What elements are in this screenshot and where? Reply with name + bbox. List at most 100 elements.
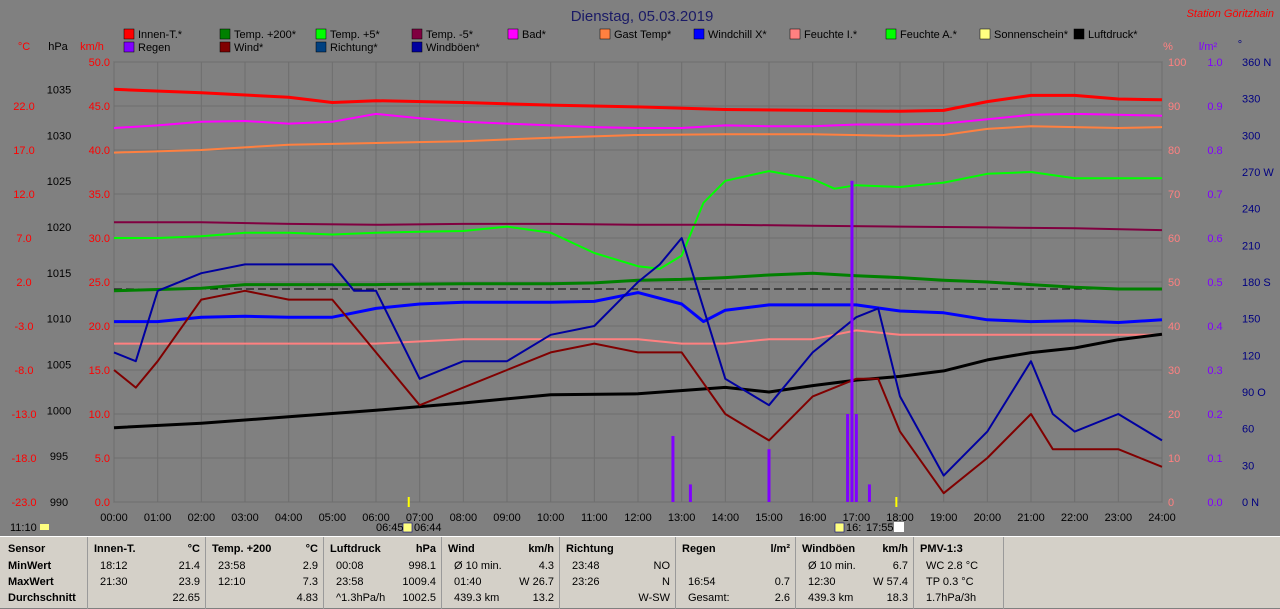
- tick-time: 06:00: [362, 512, 390, 524]
- tick-pct: 60: [1168, 233, 1180, 245]
- tick-kmh: 25.0: [89, 277, 110, 289]
- stats-cell-label: 23:26: [572, 576, 600, 588]
- stats-cell-value: 6.7: [892, 560, 908, 572]
- legend-label: Windchill X*: [708, 29, 767, 41]
- stats-col-unit: °C: [187, 543, 200, 555]
- tick-time: 11:00: [581, 512, 608, 524]
- stats-col-title: Regen: [682, 543, 716, 555]
- tick-time: 21:00: [1017, 512, 1045, 524]
- tick-dir: 120: [1242, 350, 1260, 362]
- tick-temp: -3.0: [15, 321, 34, 333]
- tick-temp: 17.0: [13, 145, 34, 157]
- tick-kmh: 10.0: [89, 409, 110, 421]
- tick-dir: 360 N: [1242, 57, 1271, 69]
- tick-time: 24:00: [1148, 512, 1176, 524]
- stats-cell-label: 21:30: [100, 576, 128, 588]
- legend-swatch: [1073, 28, 1085, 40]
- tick-rain: 0.1: [1207, 453, 1222, 465]
- tick-time: 19:00: [930, 512, 958, 524]
- stats-cell-value: 7.3: [302, 576, 318, 588]
- tick-hpa: 1035: [47, 85, 71, 97]
- tick-time: 18:00: [886, 512, 914, 524]
- legend-label: Temp. +200*: [234, 29, 297, 41]
- legend-label: Temp. +5*: [330, 29, 381, 41]
- stats-col-unit: l/m²: [770, 543, 790, 555]
- stats-cell-label: 00:08: [336, 560, 364, 572]
- stats-cell-value: 998.1: [408, 560, 436, 572]
- stats-column: Innen-T. °C 18:12 21.4 21:30 23.9 22.65: [88, 537, 206, 609]
- tick-time: 17:00: [843, 512, 871, 524]
- stats-col-unit: hPa: [415, 543, 436, 555]
- tick-pct: 80: [1168, 145, 1180, 157]
- stats-column: Richtung 23:48 NO 23:26 N W-SW: [560, 537, 676, 609]
- legend-label: Bad*: [522, 29, 547, 41]
- legend-swatch: [693, 28, 705, 40]
- series-wind: [113, 289, 1163, 495]
- tick-rain: 1.0: [1207, 57, 1222, 69]
- stats-column: Regen l/m² 16:54 0.7 Gesamt: 2.6: [676, 537, 796, 609]
- legend-swatch: [885, 28, 897, 40]
- legend-label: Wind*: [234, 42, 264, 54]
- tick-dir: 330: [1242, 94, 1260, 106]
- tick-hpa: 1020: [47, 222, 71, 234]
- stats-cell-value: 18.3: [886, 592, 908, 604]
- tick-time: 00:00: [100, 512, 128, 524]
- stats-cell-value: NO: [653, 560, 671, 572]
- stats-cell-label: Ø 10 min.: [808, 560, 856, 572]
- tick-time: 12:00: [624, 512, 652, 524]
- stats-col-title: Temp. +200: [212, 543, 272, 555]
- stats-row-label: Durchschnitt: [8, 592, 76, 604]
- tick-time: 16:00: [799, 512, 827, 524]
- legend-label: Feuchte I.*: [804, 29, 858, 41]
- legend-swatch: [789, 28, 801, 40]
- legend-swatch: [315, 28, 327, 40]
- stats-cell-value: N: [662, 576, 670, 588]
- axis-unit-rain: l/m²: [1199, 41, 1218, 53]
- tick-temp: -23.0: [11, 497, 36, 509]
- tick-hpa: 995: [50, 451, 68, 463]
- stats-cell-label: 01:40: [454, 576, 482, 588]
- tick-time: 02:00: [188, 512, 216, 524]
- stats-cell-label: Ø 10 min.: [454, 560, 502, 572]
- tick-pct: 50: [1168, 277, 1180, 289]
- stats-col-title: PMV-1:3: [920, 543, 963, 555]
- tick-dir: 30: [1242, 460, 1254, 472]
- tick-time: 10:00: [537, 512, 565, 524]
- tick-dir: 90 O: [1242, 387, 1266, 399]
- stats-col-unit: km/h: [528, 543, 554, 555]
- tick-kmh: 35.0: [89, 189, 110, 201]
- stats-cell-label: 439.3 km: [808, 592, 854, 604]
- legend-label: Feuchte A.*: [900, 29, 958, 41]
- tick-pct: 30: [1168, 365, 1180, 377]
- stats-cell-label: 18:12: [100, 560, 128, 572]
- weather-chart: Dienstag, 05.03.2019 Station Göritzhain …: [10, 8, 1274, 534]
- stats-cell-label: 12:30: [808, 576, 836, 588]
- tick-pct: 90: [1168, 101, 1180, 113]
- sunrise-time: 06:45: [376, 522, 404, 534]
- rain-bar: [846, 414, 850, 502]
- rain-bar: [767, 449, 771, 502]
- tick-dir: 150: [1242, 314, 1260, 326]
- stats-column: Wind km/h Ø 10 min. 4.3 01:40 W 26.7 439.3 km 1…: [442, 537, 560, 609]
- legend-label: Gast Temp*: [614, 29, 672, 41]
- axis-unit-dir: °: [1238, 39, 1242, 51]
- tick-temp: 22.0: [13, 101, 34, 113]
- stats-col-unit: km/h: [882, 543, 908, 555]
- sunset-prefix: 16:: [846, 522, 861, 534]
- series-temp-5: [114, 170, 1162, 270]
- tick-pct: 40: [1168, 321, 1180, 333]
- tick-time: 14:00: [712, 512, 740, 524]
- tick-kmh: 45.0: [89, 101, 110, 113]
- rain-bar: [867, 484, 871, 502]
- tick-hpa: 1030: [47, 130, 71, 142]
- tick-dir: 300: [1242, 130, 1260, 142]
- tick-hpa: 990: [50, 497, 68, 509]
- series-temp-5: [114, 221, 1163, 232]
- series-windchill-x: [114, 291, 1163, 324]
- stats-cell-value: 23.9: [178, 576, 200, 588]
- chart-title: Dienstag, 05.03.2019: [571, 8, 714, 25]
- tick-temp: 12.0: [13, 189, 34, 201]
- tick-pct: 70: [1168, 189, 1180, 201]
- tick-hpa: 1000: [47, 405, 71, 417]
- series-lines: [113, 87, 1163, 503]
